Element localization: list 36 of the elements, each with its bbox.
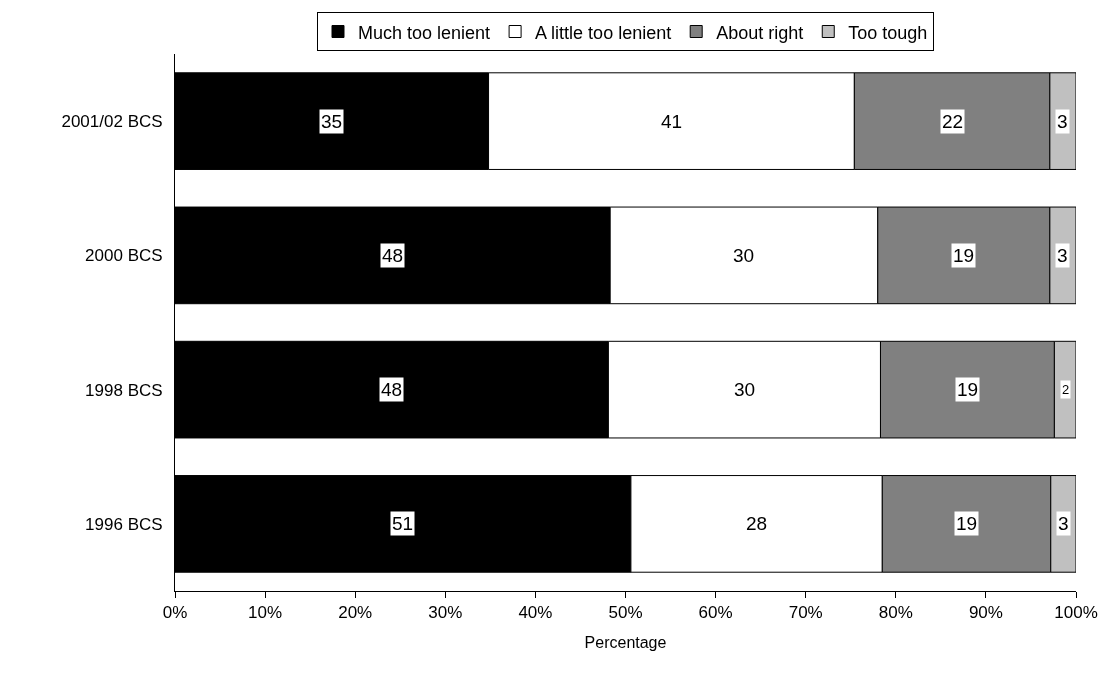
data-label: 48 (382, 245, 404, 266)
data-label: 28 (746, 513, 768, 534)
data-label: 30 (734, 379, 756, 400)
legend-label: Much too lenient (358, 22, 491, 43)
data-label: 2 (1062, 382, 1070, 397)
data-label: 35 (321, 111, 343, 132)
x-tick-label: 40% (518, 603, 553, 623)
data-label: 51 (392, 513, 414, 534)
data-label: 30 (733, 245, 755, 266)
data-label: 19 (957, 379, 979, 400)
data-label: 3 (1058, 513, 1069, 534)
x-tick-label: 50% (608, 603, 643, 623)
data-label: 22 (942, 111, 964, 132)
x-axis-title: Percentage (584, 634, 667, 652)
y-tick-label: 1998 BCS (85, 380, 163, 400)
data-label: 3 (1057, 245, 1068, 266)
data-label: 19 (956, 513, 978, 534)
legend-label: Too tough (848, 22, 928, 43)
data-label: 3 (1057, 111, 1068, 132)
x-tick-label: 30% (428, 603, 463, 623)
x-tick-label: 100% (1054, 603, 1098, 623)
x-tick-label: 60% (698, 603, 733, 623)
x-tick-label: 80% (878, 603, 913, 623)
x-tick-label: 20% (338, 603, 373, 623)
data-label: 48 (381, 379, 403, 400)
x-tick-label: 70% (788, 603, 823, 623)
legend-label: A little too lenient (535, 22, 672, 43)
data-label: 41 (661, 111, 683, 132)
x-tick-label: 0% (162, 603, 188, 623)
y-tick-label: 2001/02 BCS (61, 112, 163, 132)
x-tick-label: 10% (248, 603, 283, 623)
legend-label: About right (716, 22, 804, 43)
y-tick-label: 2000 BCS (85, 246, 163, 266)
data-label: 19 (953, 245, 975, 266)
y-tick-label: 1996 BCS (85, 514, 163, 534)
x-tick-label: 90% (968, 603, 1003, 623)
